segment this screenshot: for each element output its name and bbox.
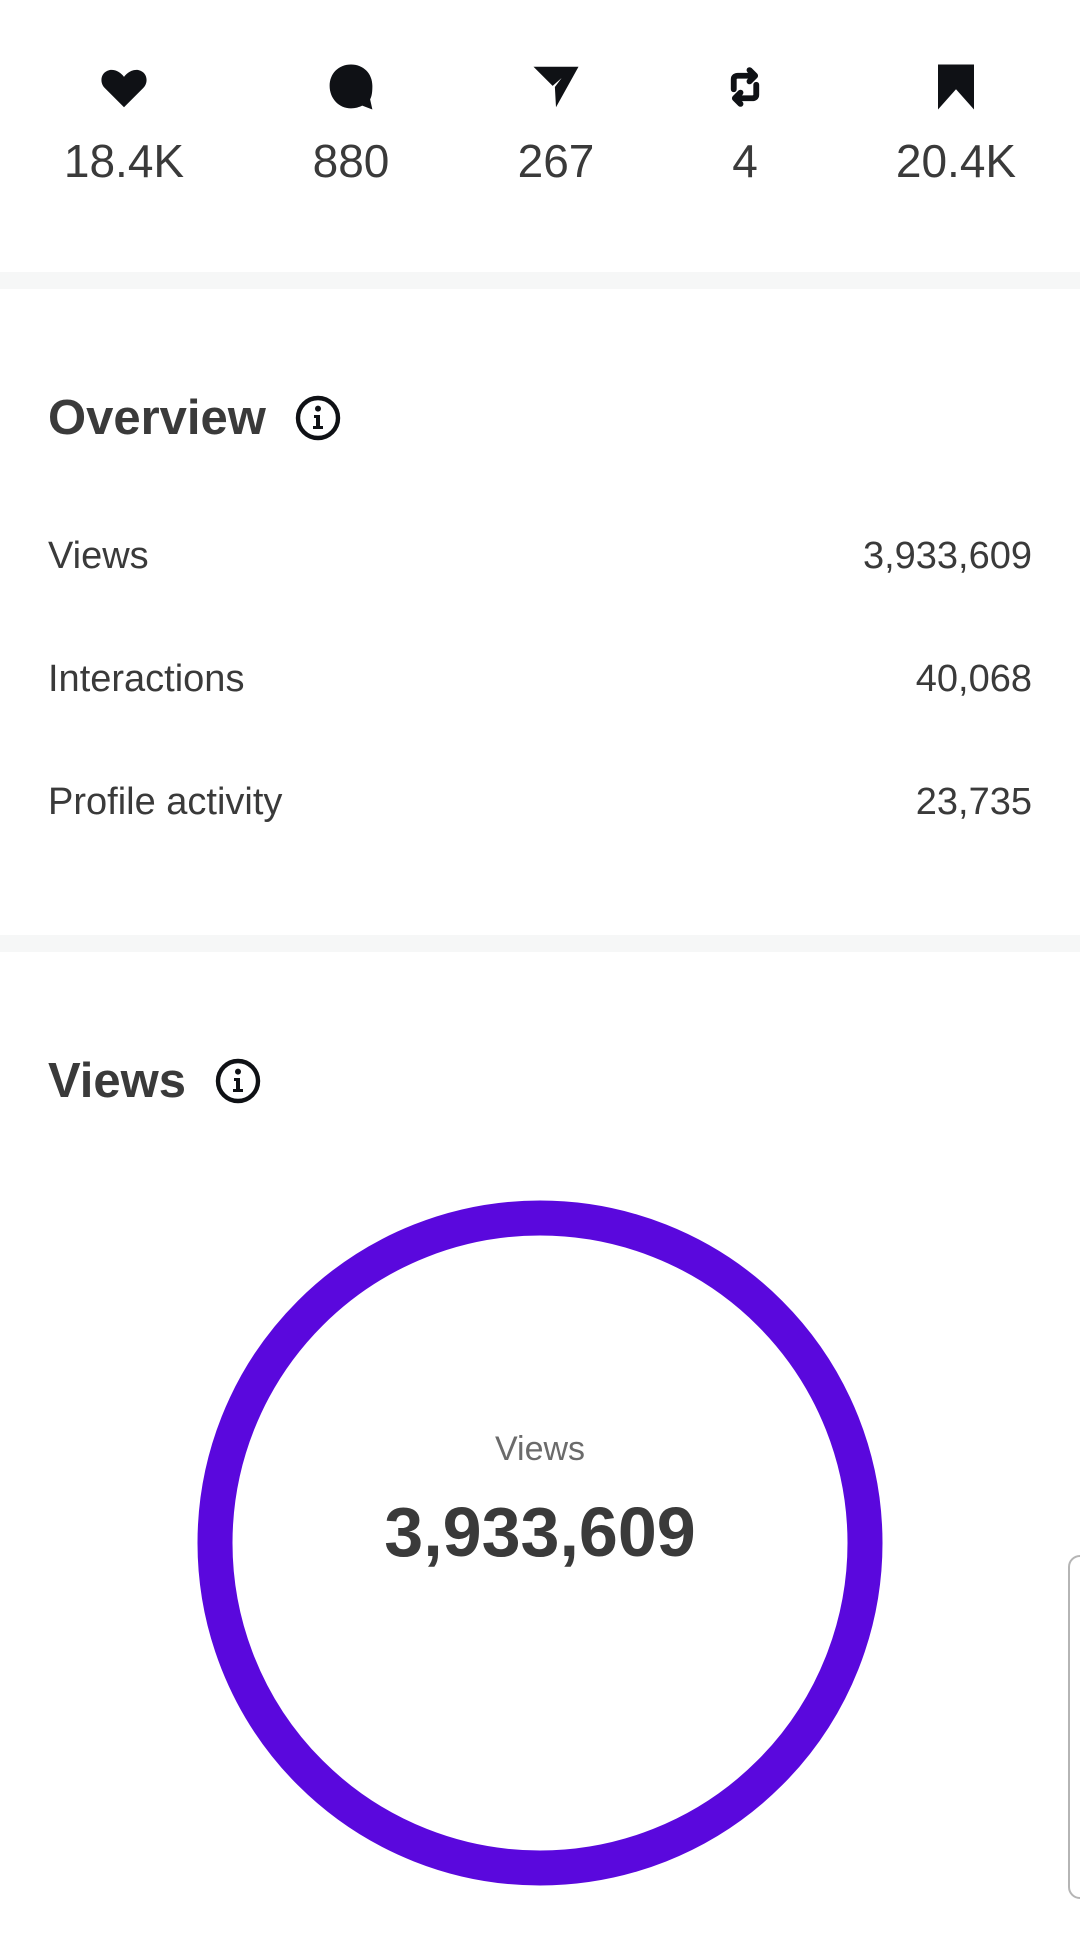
bookmark-icon xyxy=(938,64,974,110)
shares-stat[interactable]: 267 xyxy=(456,60,656,188)
comment-icon xyxy=(329,64,373,110)
row-value: 3,933,609 xyxy=(862,535,1032,577)
repost-icon xyxy=(730,67,760,107)
section-divider xyxy=(0,935,1080,952)
views-heading: Views xyxy=(48,1053,262,1109)
overview-heading: Overview xyxy=(48,390,342,446)
send-icon xyxy=(533,66,579,108)
row-label: Views xyxy=(48,535,149,577)
saves-count: 20.4K xyxy=(895,135,1017,187)
comments-count: 880 xyxy=(312,135,390,187)
views-title: Views xyxy=(48,1054,187,1108)
row-value: 23,735 xyxy=(915,781,1032,823)
engagement-stats: 18.4K 880 267 4 20.4K xyxy=(0,60,1080,220)
section-divider xyxy=(0,272,1080,289)
overview-row-profile-activity[interactable]: Profile activity 23,735 xyxy=(48,781,1032,824)
heart-icon xyxy=(101,69,147,108)
side-drawer-handle[interactable] xyxy=(1068,1555,1080,1899)
ring-label: Views xyxy=(494,1430,586,1468)
info-icon[interactable] xyxy=(214,1057,262,1105)
views-ring-arc xyxy=(197,1200,883,1886)
overview-title: Overview xyxy=(48,391,266,445)
likes-stat[interactable]: 18.4K xyxy=(24,60,224,188)
reposts-count: 4 xyxy=(732,135,758,187)
row-label: Profile activity xyxy=(48,781,283,823)
views-donut-chart xyxy=(197,1200,883,1886)
ring-value: 3,933,609 xyxy=(384,1493,696,1571)
row-value: 40,068 xyxy=(915,658,1032,700)
reposts-stat[interactable]: 4 xyxy=(645,60,845,188)
overview-row-views[interactable]: Views 3,933,609 xyxy=(48,535,1032,578)
comments-stat[interactable]: 880 xyxy=(251,60,451,188)
overview-row-interactions[interactable]: Interactions 40,068 xyxy=(48,658,1032,701)
row-label: Interactions xyxy=(48,658,245,700)
saves-stat[interactable]: 20.4K xyxy=(856,60,1056,188)
info-icon[interactable] xyxy=(294,394,342,442)
shares-count: 267 xyxy=(517,135,595,187)
likes-count: 18.4K xyxy=(63,135,185,187)
